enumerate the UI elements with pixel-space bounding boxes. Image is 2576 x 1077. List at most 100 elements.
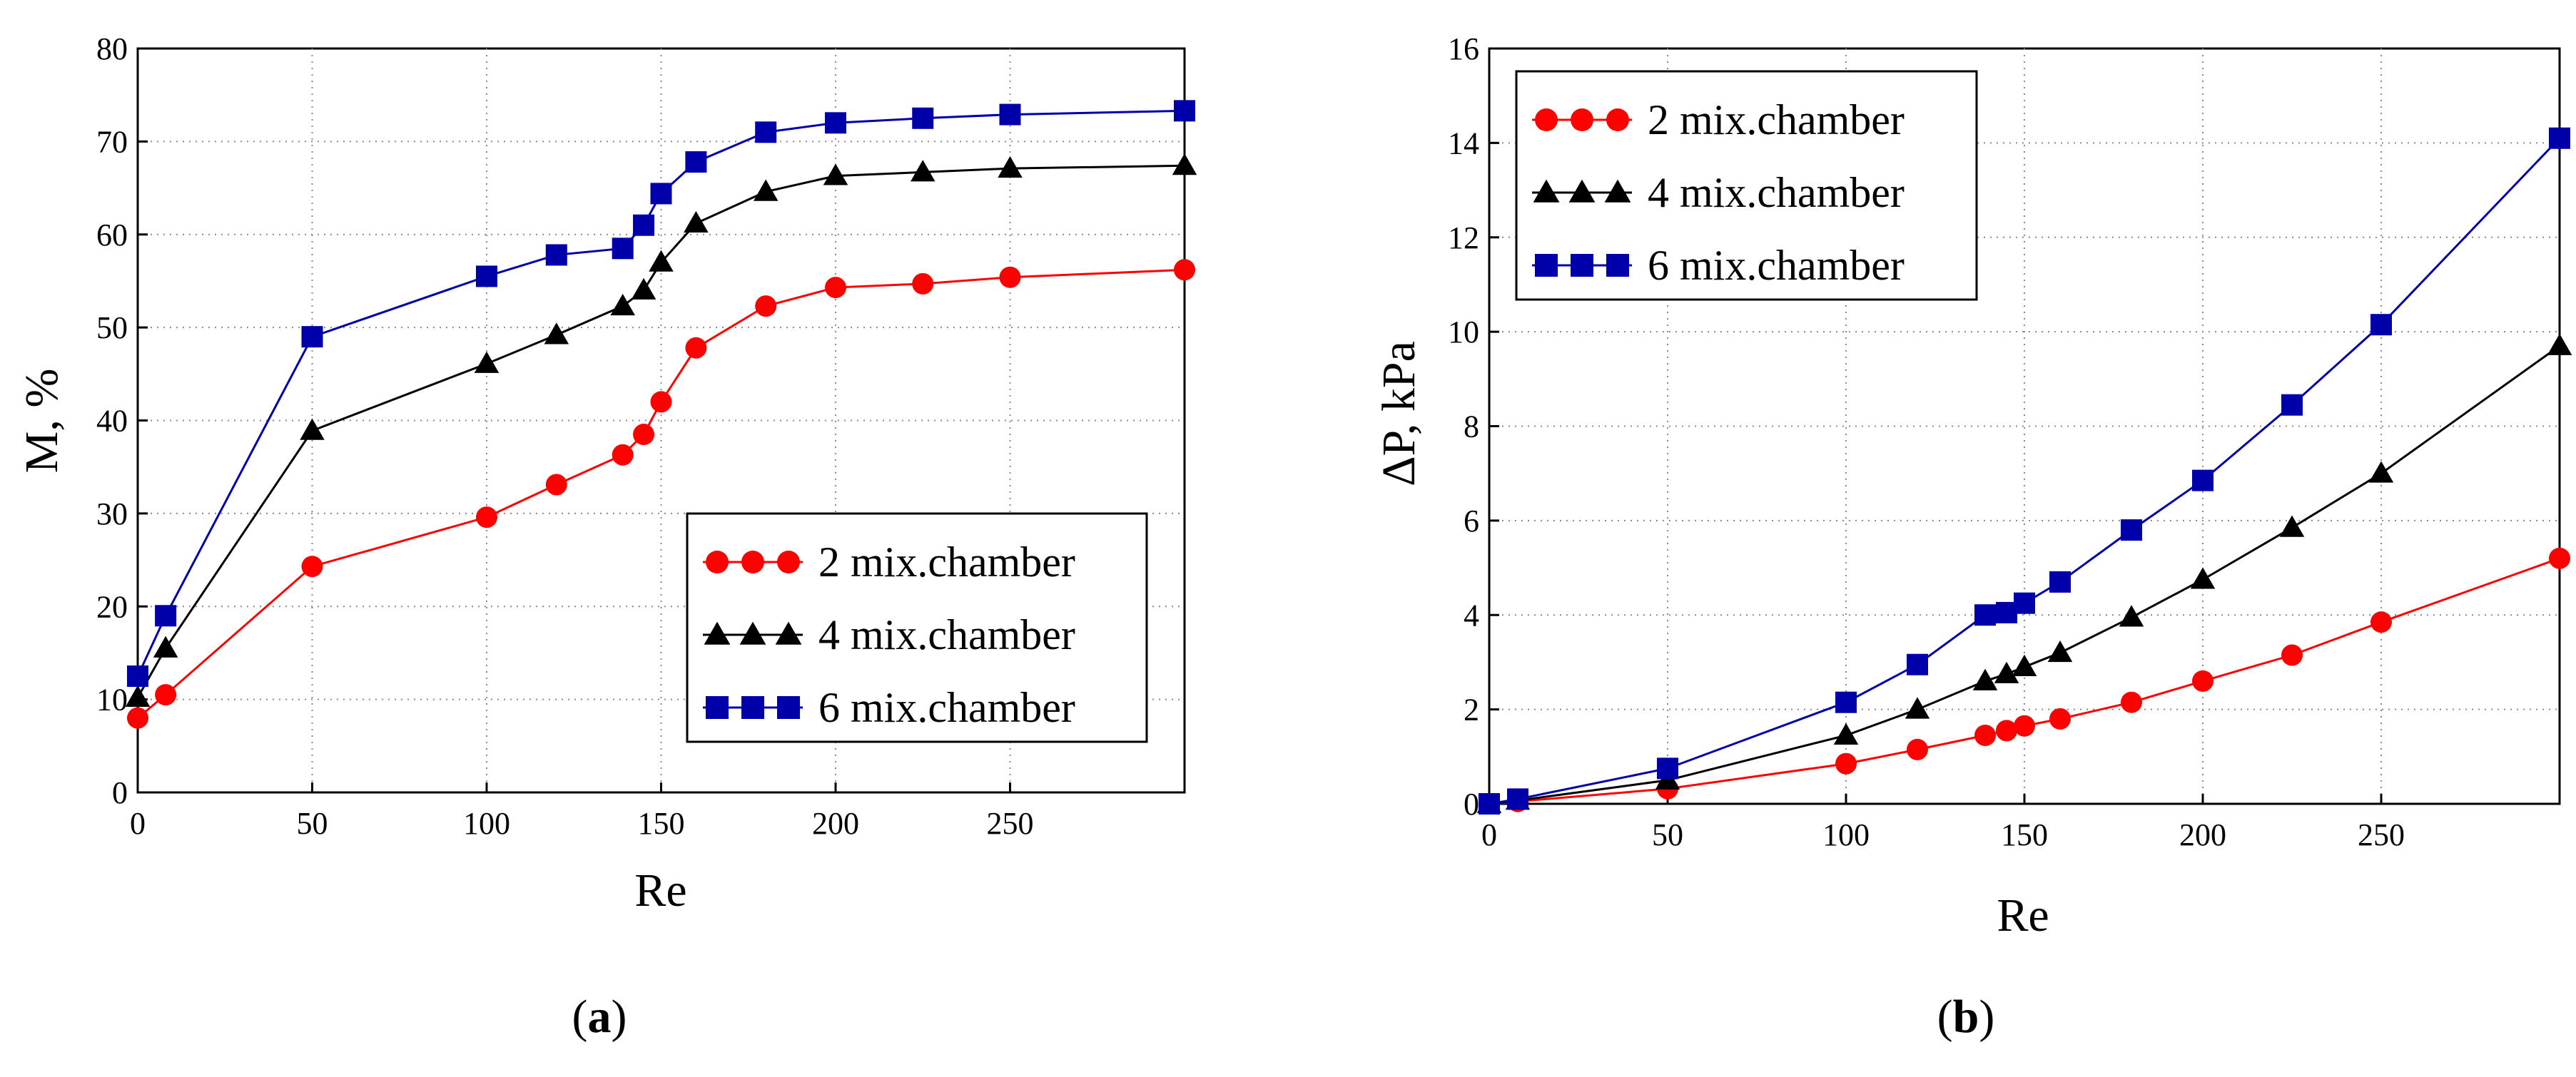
data-point [1974, 725, 1996, 747]
series-line [136, 164, 1185, 698]
y-axis-label-b: ΔP, kPa [1373, 341, 1425, 486]
legend-marker [741, 551, 764, 573]
legend-marker [1533, 179, 1560, 203]
legend-entry: 4 mix.chamber [703, 611, 1075, 658]
series-circle-a [127, 259, 1195, 729]
data-point [2190, 567, 2216, 589]
data-point [825, 277, 846, 299]
caption-a-letter: a [588, 991, 612, 1043]
caption-b-open: ( [1937, 991, 1953, 1043]
legend-marker [775, 621, 802, 645]
legend-entry: 2 mix.chamber [703, 538, 1075, 586]
y-tick-label: 16 [1448, 31, 1479, 66]
data-point [1507, 788, 1528, 810]
legend-marker [1535, 108, 1558, 131]
legend-a: 2 mix.chamber 4 mix.chamber 6 mix.chamber [686, 512, 1148, 743]
data-point [1905, 697, 1930, 719]
x-tick-label: 250 [987, 806, 1034, 841]
legend-entry: 4 mix.chamber [1532, 169, 1905, 216]
data-point [544, 322, 569, 344]
data-point [1174, 259, 1195, 281]
x-tick-label: 200 [812, 806, 859, 841]
data-point [649, 250, 674, 272]
x-tick-label: 100 [463, 806, 510, 841]
x-tick-label: 100 [1822, 817, 1870, 852]
data-point [610, 293, 635, 316]
legend-marker [1571, 254, 1593, 277]
data-point [684, 210, 709, 233]
data-point [125, 685, 151, 707]
data-point [2012, 654, 2037, 676]
legend-marker [777, 551, 800, 573]
data-point [685, 151, 707, 173]
data-point [612, 444, 634, 466]
data-point [476, 506, 497, 529]
chart-a: 0 10 20 30 40 50 60 70 80 0 50 100 150 200 250 Re M, %… [16, 31, 1197, 1043]
x-tick-label: 150 [638, 806, 685, 841]
data-point [127, 707, 148, 729]
caption-b: (b) [1937, 991, 1995, 1043]
legend-marker [1535, 254, 1558, 277]
caption-a: (a) [572, 991, 627, 1043]
x-axis-label-a: Re [634, 864, 686, 917]
data-point [633, 214, 655, 236]
y-tick-label: 10 [1448, 315, 1479, 349]
y-tick-label: 60 [96, 218, 128, 252]
data-point [1996, 720, 2017, 742]
data-point [755, 295, 777, 317]
data-point [127, 665, 148, 688]
legend-marker [706, 696, 729, 719]
y-tick-label: 10 [96, 683, 128, 718]
data-point [1835, 752, 1857, 775]
series-square-b [1479, 127, 2570, 815]
legend-label: 4 mix.chamber [818, 611, 1075, 658]
data-point [755, 121, 777, 143]
data-point [1835, 691, 1857, 713]
data-point [753, 179, 779, 201]
y-tick-label: 20 [96, 589, 128, 624]
data-point [2368, 461, 2394, 483]
x-tick-label: 50 [1652, 817, 1683, 852]
legend-marker [1568, 179, 1596, 203]
data-point [1172, 153, 1197, 175]
data-point [1994, 661, 2019, 683]
series-square-a [127, 100, 1195, 688]
y-tick-label: 8 [1464, 409, 1479, 444]
data-point [2192, 670, 2214, 692]
data-point [301, 326, 323, 348]
data-point [155, 605, 177, 627]
data-point [650, 183, 672, 205]
data-point [1974, 604, 1996, 626]
data-point [476, 265, 497, 287]
data-point [823, 163, 848, 185]
legend-marker [704, 621, 731, 645]
caption-a-open: ( [572, 991, 588, 1043]
data-point [1972, 668, 1998, 690]
y-tick-label: 80 [96, 31, 128, 66]
data-point [633, 424, 655, 446]
data-point [1907, 738, 1928, 760]
x-tick-label: 250 [2358, 817, 2405, 852]
legend-b: 2 mix.chamber 4 mix.chamber 6 mix.chamber [1515, 70, 1978, 301]
data-point [912, 107, 934, 129]
data-point [1174, 100, 1195, 122]
data-point [2549, 127, 2570, 149]
legend-label: 2 mix.chamber [818, 538, 1075, 586]
data-point [474, 351, 500, 373]
series-line [137, 268, 1185, 719]
legend-marker [706, 551, 729, 573]
y-tick-label: 2 [1464, 693, 1479, 728]
y-tick-label: 30 [96, 496, 128, 531]
data-point [2192, 469, 2214, 491]
caption-a-close: ) [612, 991, 627, 1043]
legend-marker [1604, 179, 1631, 203]
data-point [1479, 793, 1500, 815]
legend-label: 4 mix.chamber [1648, 169, 1905, 216]
data-point [2049, 571, 2071, 593]
data-point [155, 684, 177, 706]
data-point [2281, 394, 2303, 416]
data-point [2121, 519, 2142, 541]
x-tick-label: 0 [130, 806, 146, 841]
y-tick-label: 12 [1448, 220, 1479, 255]
